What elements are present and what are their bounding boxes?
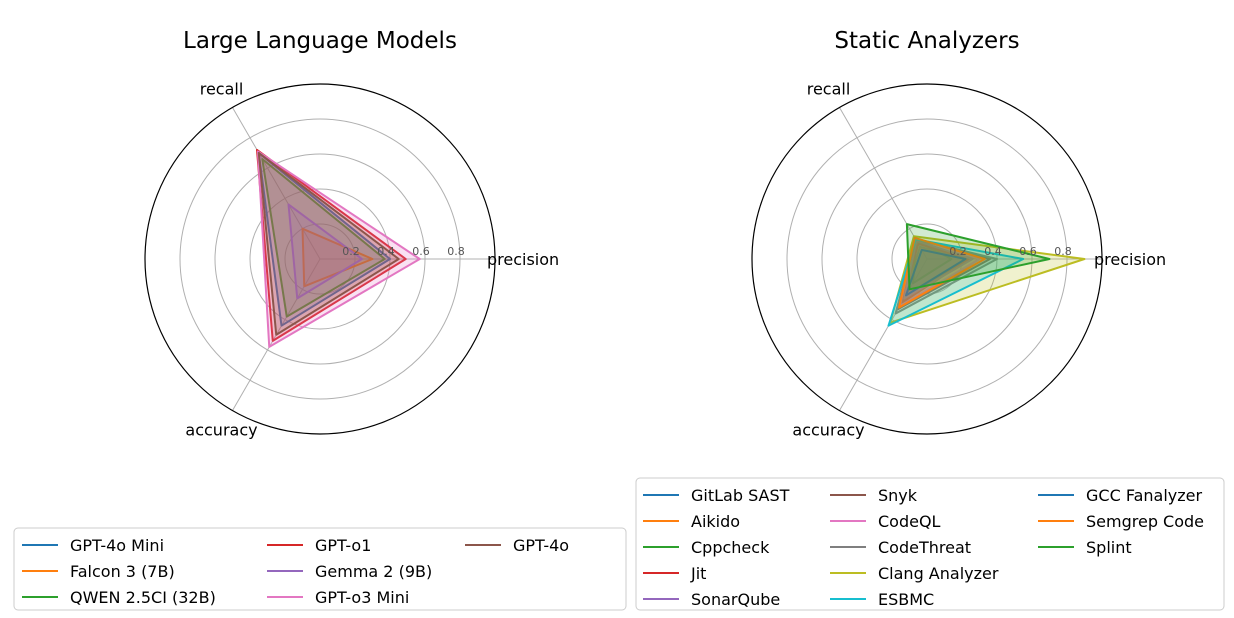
axis-label-recall: recall <box>807 79 851 98</box>
legend-label: GCC Fanalyzer <box>1086 486 1202 505</box>
legend-label: GPT-4o <box>513 536 569 555</box>
chart-title: Static Analyzers <box>834 28 1019 54</box>
axis-label-recall: recall <box>200 79 244 98</box>
legend-label: Aikido <box>691 512 740 531</box>
series-2 <box>912 239 953 285</box>
legend-label: Jit <box>690 564 706 583</box>
r-tick-label: 0.4 <box>377 245 395 258</box>
radar-panel-0: Large Language Models 0.2 0.4 0.6 0.8 precisi… <box>144 28 559 440</box>
series-12 <box>905 223 1051 291</box>
legend-label: Semgrep Code <box>1086 512 1204 531</box>
radial-grid <box>786 107 1102 411</box>
radial-grid <box>179 107 495 411</box>
axis-label-accuracy: accuracy <box>792 421 864 440</box>
axis-label-precision: precision <box>1094 250 1166 269</box>
spoke-2 <box>839 258 928 411</box>
legend-label: Clang Analyzer <box>878 564 999 583</box>
spoke-1 <box>232 107 321 260</box>
series-3 <box>256 148 407 342</box>
legend-label: QWEN 2.5CI (32B) <box>70 588 216 607</box>
r-tick-label: 0.2 <box>949 245 967 258</box>
series-10 <box>905 248 967 297</box>
series-5 <box>256 150 421 348</box>
outer-frame <box>751 83 1103 435</box>
legend-label: CodeThreat <box>878 538 971 557</box>
series-4 <box>287 203 363 300</box>
r-tick-label: 0.6 <box>412 245 430 258</box>
legend-label: GPT-4o Mini <box>70 536 164 555</box>
spoke-1 <box>839 107 928 260</box>
series-group <box>256 148 421 348</box>
radar-panel-1: Static Analyzers 0.2 0.4 0.6 0.8 precision rec… <box>751 28 1166 440</box>
series-9 <box>887 238 1025 327</box>
legend-0: GPT-4o Mini Falcon 3 (7B) QWEN 2.5CI (32B)… <box>13 527 627 611</box>
legend-label: Falcon 3 (7B) <box>70 562 175 581</box>
series-6 <box>257 151 400 336</box>
legend-label: Splint <box>1086 538 1132 557</box>
chart-title: Large Language Models <box>183 28 457 54</box>
r-tick-label: 0.8 <box>1054 245 1072 258</box>
axis-label-precision: precision <box>487 250 559 269</box>
legend-label: GPT-o1 <box>315 536 371 555</box>
legend-label: GPT-o3 Mini <box>315 588 409 607</box>
legend-label: SonarQube <box>691 590 780 609</box>
legend-label: Gemma 2 (9B) <box>315 562 432 581</box>
legend-label: GitLab SAST <box>691 486 790 505</box>
legend-label: Cppcheck <box>691 538 770 557</box>
series-2 <box>261 157 386 318</box>
series-group <box>887 223 1086 327</box>
series-4 <box>903 239 974 300</box>
r-tick-label: 0.4 <box>984 245 1002 258</box>
legend-frame <box>13 527 627 611</box>
legend-1: GitLab SAST Aikido Cppcheck Jit SonarQube Sny… <box>635 477 1225 611</box>
series-0 <box>257 151 391 327</box>
legend-label: Snyk <box>878 486 918 505</box>
r-tick-label: 0.6 <box>1019 245 1037 258</box>
r-tick-label: 0.8 <box>447 245 465 258</box>
legend-label: ESBMC <box>878 590 934 609</box>
legend-frame <box>635 477 1225 611</box>
outer-frame <box>144 83 496 435</box>
axis-label-accuracy: accuracy <box>185 421 257 440</box>
r-tick-label: 0.2 <box>342 245 360 258</box>
legend-label: CodeQL <box>878 512 941 531</box>
